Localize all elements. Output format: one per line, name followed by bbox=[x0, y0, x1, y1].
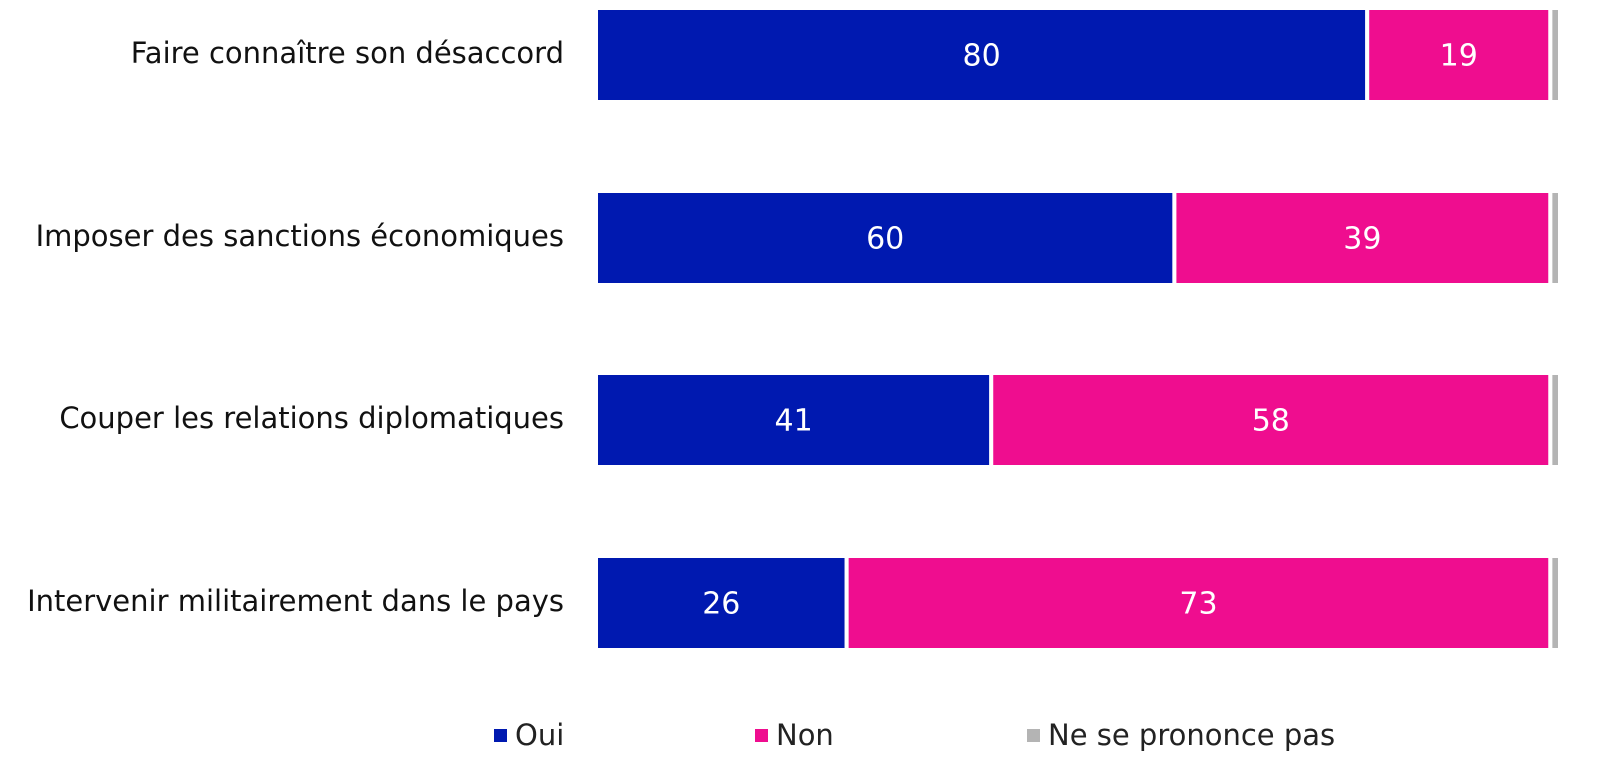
value-label: 73 bbox=[1179, 587, 1217, 622]
bar-segment bbox=[594, 554, 849, 652]
legend-label: Non bbox=[776, 718, 834, 752]
bar-segment bbox=[1548, 6, 1562, 104]
bar-segment bbox=[1548, 189, 1562, 287]
category-label: Imposer des sanctions économiques bbox=[36, 219, 564, 253]
value-label: 60 bbox=[866, 222, 904, 257]
bar-segment bbox=[1365, 6, 1553, 104]
bar-segment bbox=[594, 189, 1177, 287]
bar-segment bbox=[1548, 371, 1562, 469]
value-label: 26 bbox=[702, 587, 740, 622]
category-label: Faire connaître son désaccord bbox=[131, 36, 564, 70]
value-label: 19 bbox=[1440, 39, 1478, 74]
value-label: 58 bbox=[1252, 404, 1290, 439]
bar-segment bbox=[594, 6, 1370, 104]
bar-segment bbox=[1548, 554, 1562, 652]
value-label: 39 bbox=[1343, 222, 1381, 257]
category-label: Intervenir militairement dans le pays bbox=[27, 584, 564, 618]
value-label: 80 bbox=[963, 39, 1001, 74]
bar-segment bbox=[594, 371, 994, 469]
bar-segment bbox=[844, 554, 1553, 652]
value-label: 41 bbox=[775, 404, 813, 439]
category-label: Couper les relations diplomatiques bbox=[59, 401, 564, 435]
legend-swatch bbox=[494, 729, 507, 742]
bar-segment bbox=[989, 371, 1553, 469]
legend-swatch bbox=[1027, 729, 1040, 742]
legend-label: Ne se prononce pas bbox=[1048, 718, 1335, 752]
legend-swatch bbox=[755, 729, 768, 742]
legend-label: Oui bbox=[515, 718, 564, 752]
